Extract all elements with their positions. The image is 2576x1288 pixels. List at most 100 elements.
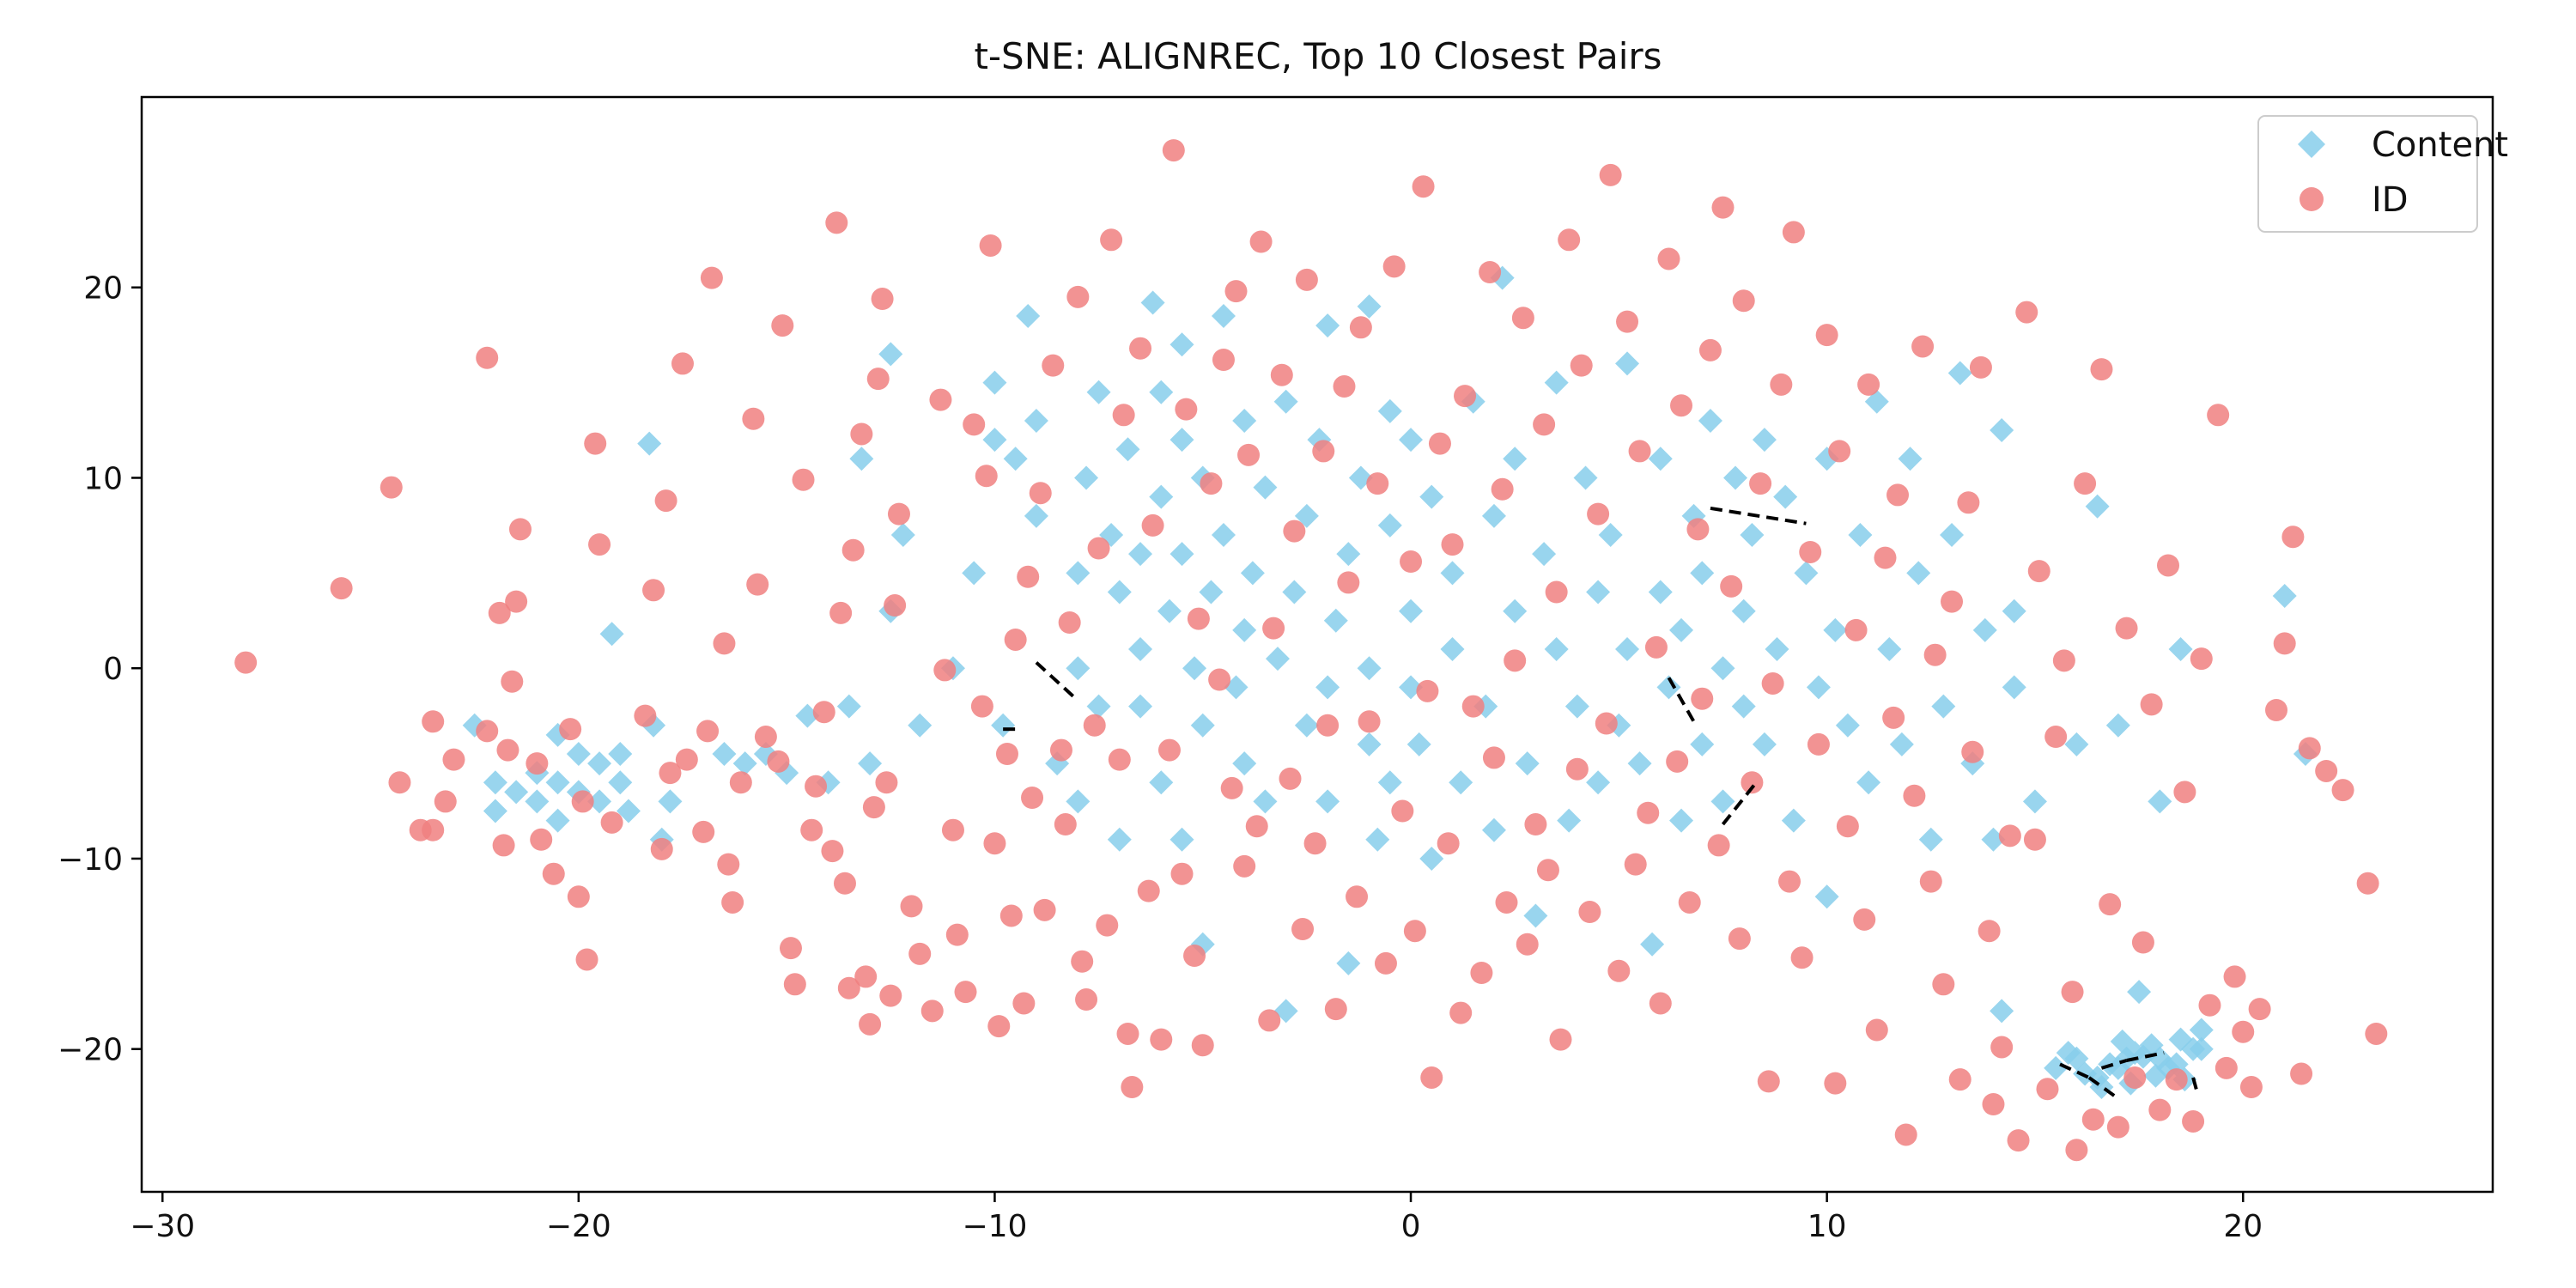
content-point	[908, 713, 933, 738]
content-point	[1336, 542, 1361, 567]
id-point	[1578, 901, 1601, 924]
id-point	[542, 862, 565, 885]
id-point	[1587, 502, 1610, 526]
id-point	[2273, 632, 2296, 655]
id-point	[1245, 815, 1268, 838]
id-point	[1249, 230, 1273, 253]
id-point	[559, 718, 582, 741]
content-point	[1149, 770, 1174, 795]
content-point	[1640, 932, 1665, 957]
content-point	[1232, 408, 1257, 433]
content-point	[1814, 884, 1839, 909]
content-point	[1848, 523, 1873, 547]
content-point	[1615, 637, 1640, 662]
id-point	[1624, 853, 1647, 876]
content-point	[982, 428, 1007, 453]
content-point	[587, 789, 612, 814]
id-point	[2052, 649, 2075, 672]
content-point	[858, 751, 883, 776]
content-point	[1710, 656, 1735, 681]
id-point	[1707, 834, 1730, 857]
content-point	[608, 742, 633, 766]
content-point	[1115, 437, 1140, 462]
id-point	[1324, 998, 1347, 1021]
id-point	[1982, 1093, 2005, 1115]
id-point	[1749, 472, 1772, 495]
id-point	[792, 468, 815, 491]
id-point	[2232, 1020, 2255, 1043]
content-point	[1940, 523, 1965, 547]
id-point	[1741, 771, 1764, 794]
content-point	[1086, 380, 1111, 404]
content-point	[1190, 713, 1215, 738]
closest-pair-line	[1035, 661, 1079, 702]
id-point	[983, 832, 1006, 855]
id-point	[771, 314, 794, 337]
id-point	[1495, 890, 1518, 914]
id-point	[1536, 859, 1559, 882]
content-point	[1211, 523, 1236, 547]
content-point	[1232, 751, 1257, 776]
content-point	[1544, 637, 1569, 662]
content-point	[1990, 418, 2014, 443]
id-point	[713, 632, 736, 655]
content-point	[1740, 523, 1765, 547]
id-point	[754, 726, 777, 749]
id-point	[476, 346, 499, 369]
id-point	[1021, 787, 1044, 809]
content-point	[1864, 389, 1889, 414]
id-point	[422, 710, 445, 733]
id-point	[567, 885, 590, 908]
id-point	[1558, 228, 1581, 252]
content-point	[1377, 770, 1402, 795]
id-point	[2106, 1115, 2129, 1139]
x-tick-label: −20	[546, 1209, 611, 1244]
id-point	[829, 601, 853, 624]
chart-title: t-SNE: ALIGNREC, Top 10 Closest Pairs	[974, 35, 1662, 77]
id-point	[508, 518, 532, 541]
id-point	[884, 594, 907, 617]
axes-layer: −30 −20 −10 0 10 20 −20 −10 0 10 20	[58, 271, 2263, 1244]
id-point	[2090, 358, 2113, 381]
id-point	[746, 573, 769, 596]
id-point	[1941, 590, 1964, 613]
id-point	[671, 352, 694, 375]
content-point	[2143, 1063, 2168, 1088]
content-point	[1532, 542, 1557, 567]
content-point	[658, 789, 683, 814]
id-point	[1919, 870, 1942, 893]
id-point	[2173, 781, 2196, 804]
content-point	[1253, 789, 1278, 814]
id-point	[963, 413, 986, 436]
id-point	[388, 771, 411, 794]
id-point	[1886, 483, 1910, 507]
content-point	[1399, 598, 1424, 623]
id-point	[1670, 394, 1693, 417]
content-point	[1199, 580, 1224, 605]
id-point	[1337, 571, 1360, 594]
x-tick-label: 20	[2223, 1209, 2263, 1244]
id-point	[2265, 699, 2288, 721]
id-point	[1066, 285, 1090, 308]
id-point	[1961, 740, 1984, 763]
id-point	[571, 790, 594, 813]
content-point	[1024, 408, 1048, 433]
content-point	[1003, 447, 1028, 471]
x-tick-label: −30	[130, 1209, 195, 1244]
id-point	[1686, 518, 1710, 541]
id-point	[2074, 472, 2097, 495]
id-point	[1071, 950, 1094, 973]
content-point	[1357, 294, 1382, 319]
content-point	[1627, 751, 1652, 776]
id-point	[1391, 799, 1414, 823]
content-point	[1586, 770, 1611, 795]
id-point	[1295, 268, 1318, 291]
id-point	[800, 818, 823, 841]
id-point	[987, 1015, 1011, 1038]
content-point	[1773, 484, 1798, 509]
content-point	[1990, 999, 2014, 1024]
content-point	[637, 431, 662, 456]
id-point	[2315, 759, 2338, 782]
id-point	[1836, 815, 1859, 838]
